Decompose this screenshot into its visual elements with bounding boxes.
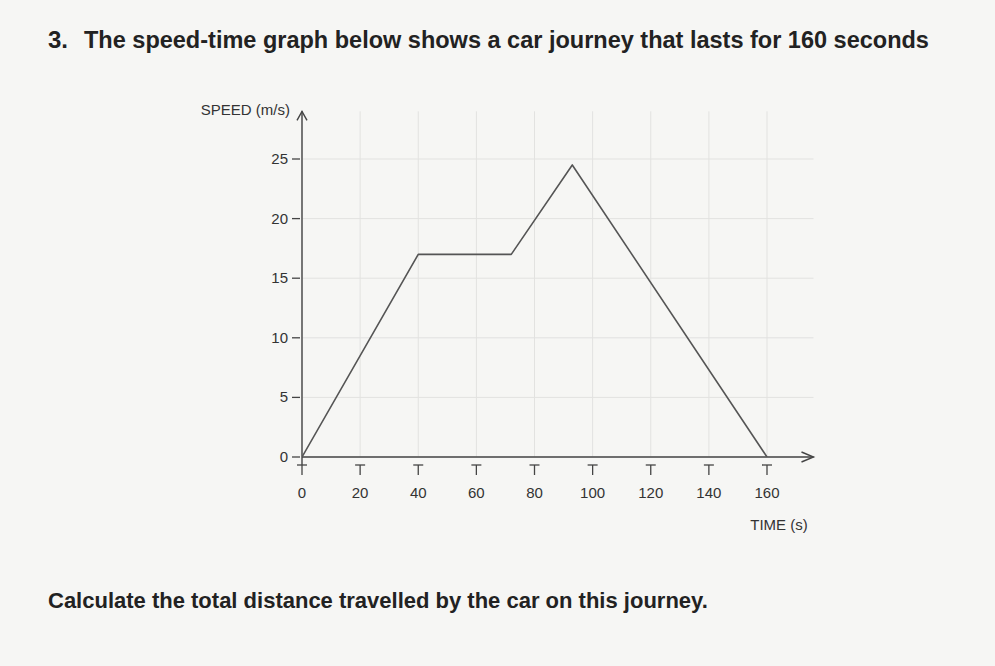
x-tick-label: 80 bbox=[526, 484, 543, 501]
x-tick bbox=[418, 465, 419, 475]
grid-line-x bbox=[418, 111, 419, 457]
grid-line-y bbox=[302, 337, 814, 338]
y-tick bbox=[292, 278, 300, 279]
x-tick-cap bbox=[646, 464, 656, 465]
x-tick-label: 40 bbox=[410, 484, 427, 501]
grid-line-y bbox=[302, 218, 814, 219]
x-tick bbox=[476, 465, 477, 475]
x-tick-cap bbox=[355, 464, 365, 465]
x-tick-label: 100 bbox=[580, 484, 605, 501]
plot-area bbox=[302, 165, 767, 457]
x-tick-label: 0 bbox=[298, 484, 306, 501]
x-axis-arrow bbox=[802, 452, 814, 462]
x-tick-cap bbox=[297, 464, 307, 465]
x-tick bbox=[650, 465, 651, 475]
y-tick bbox=[292, 158, 300, 159]
x-tick-cap bbox=[704, 464, 714, 465]
x-tick-label: 120 bbox=[638, 484, 663, 501]
y-tick-label: 5 bbox=[280, 388, 288, 405]
x-tick-label: 160 bbox=[754, 484, 779, 501]
grid-line-x bbox=[767, 111, 768, 457]
y-tick-label: 25 bbox=[271, 150, 288, 167]
x-tick-label: 140 bbox=[696, 484, 721, 501]
y-axis-label: SPEED (m/s) bbox=[201, 101, 290, 118]
speed-line bbox=[302, 165, 767, 457]
x-tick bbox=[359, 465, 360, 475]
grid-line-x bbox=[708, 111, 709, 457]
grid-line-y bbox=[302, 278, 814, 279]
y-axis bbox=[301, 111, 302, 465]
grid-line-y bbox=[302, 397, 814, 398]
x-tick bbox=[534, 465, 535, 475]
grid-line-y bbox=[302, 457, 814, 458]
y-tick bbox=[292, 397, 300, 398]
x-tick-label: 20 bbox=[352, 484, 369, 501]
x-axis-label: TIME (s) bbox=[750, 516, 808, 533]
y-tick-label: 15 bbox=[271, 269, 288, 286]
y-tick bbox=[292, 337, 300, 338]
question-text: The speed-time graph below shows a car j… bbox=[84, 27, 929, 53]
x-axis bbox=[302, 456, 814, 457]
x-tick-cap bbox=[413, 464, 423, 465]
x-tick bbox=[708, 465, 709, 475]
grid bbox=[302, 111, 814, 457]
y-tick-label: 0 bbox=[280, 448, 288, 465]
x-tick bbox=[766, 465, 767, 475]
question-prompt: Calculate the total distance travelled b… bbox=[48, 588, 708, 613]
x-tick bbox=[301, 465, 302, 475]
x-tick bbox=[592, 465, 593, 475]
grid-line-y bbox=[302, 159, 814, 160]
x-tick-cap bbox=[762, 464, 772, 465]
grid-line-x bbox=[592, 111, 593, 457]
y-tick-label: 10 bbox=[271, 329, 288, 346]
y-tick-label: 20 bbox=[271, 210, 288, 227]
y-tick bbox=[292, 456, 300, 457]
x-tick-label: 60 bbox=[468, 484, 485, 501]
grid-line-x bbox=[476, 111, 477, 457]
x-tick-cap bbox=[471, 464, 481, 465]
grid-line-x bbox=[534, 111, 535, 457]
question-number: 3. bbox=[48, 26, 68, 53]
y-tick bbox=[292, 218, 300, 219]
y-axis-arrow bbox=[297, 111, 307, 120]
x-tick-cap bbox=[588, 464, 598, 465]
grid-line-x bbox=[360, 111, 361, 457]
x-tick-cap bbox=[530, 464, 540, 465]
